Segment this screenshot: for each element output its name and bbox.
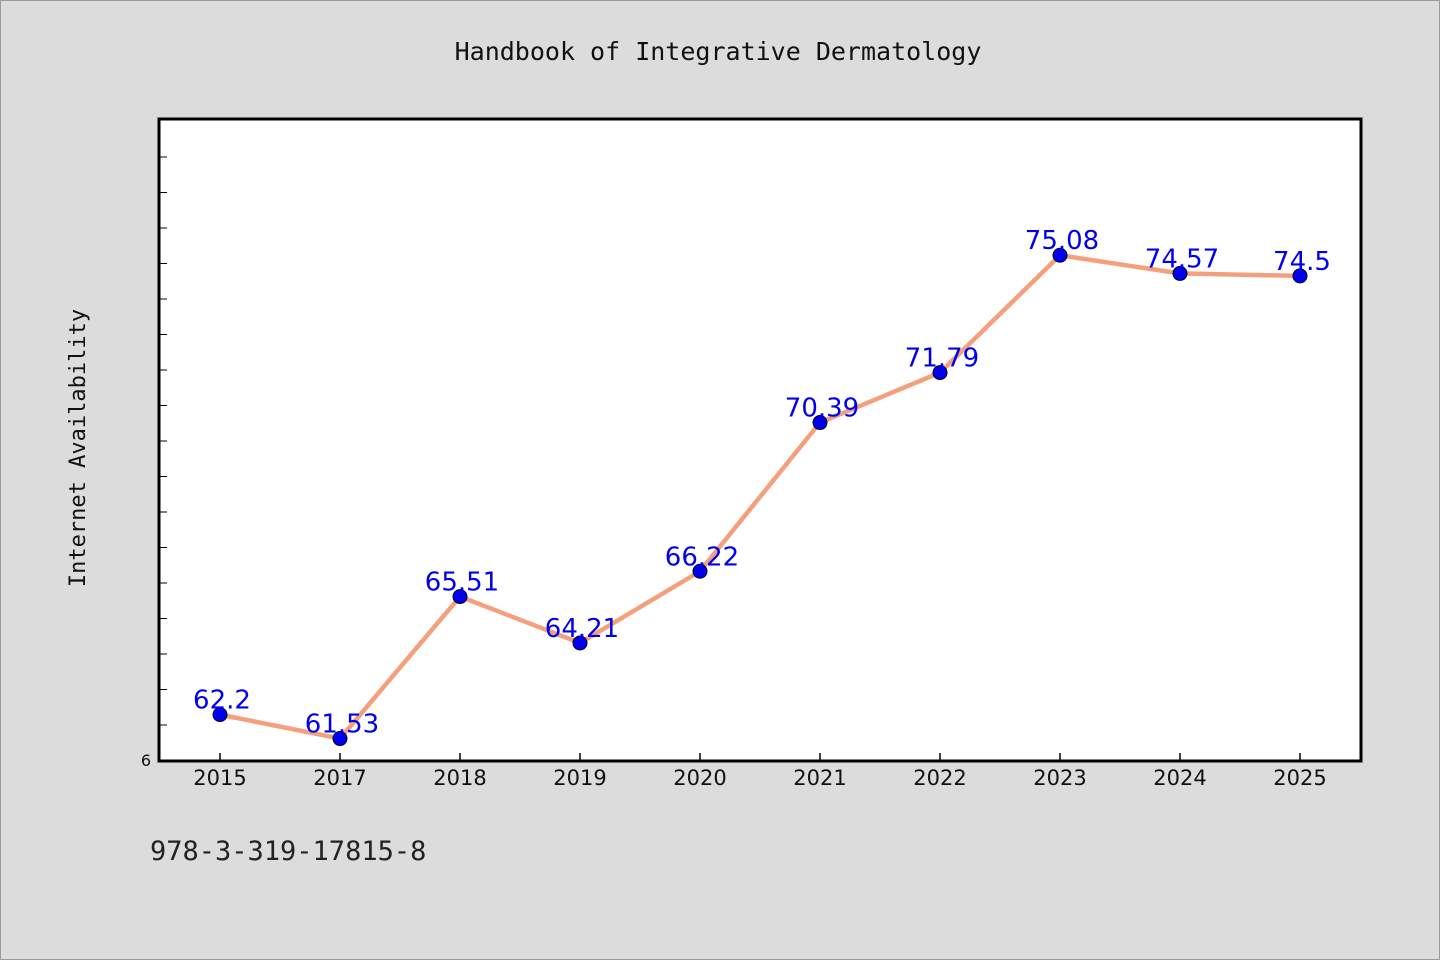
series-layer: 62.2 61.53 65.51 64.21 66.22 70.39 71.79 75.08 7… bbox=[193, 226, 1331, 747]
x-tick-label: 2021 bbox=[793, 766, 846, 790]
x-tick-label: 2025 bbox=[1273, 766, 1326, 790]
x-axis: 2015 2017 2018 2019 2020 2021 2022 2023 2024 2025 bbox=[193, 753, 1327, 790]
x-tick-label: 2022 bbox=[913, 766, 966, 790]
data-point bbox=[932, 365, 948, 381]
y-axis-ticks: 6 bbox=[141, 156, 167, 770]
x-tick-label: 2017 bbox=[313, 766, 366, 790]
data-label: 74.5 bbox=[1273, 247, 1331, 277]
data-label: 61.53 bbox=[305, 710, 379, 740]
chart-title: Handbook of Integrative Dermatology bbox=[455, 37, 982, 66]
data-point bbox=[692, 563, 708, 579]
data-label: 64.21 bbox=[545, 614, 619, 644]
data-point bbox=[1292, 268, 1308, 284]
data-point bbox=[452, 589, 468, 605]
data-point bbox=[812, 415, 828, 431]
x-tick-label: 2024 bbox=[1153, 766, 1206, 790]
x-tick-label: 2023 bbox=[1033, 766, 1086, 790]
isbn-text: 978-3-319-17815-8 bbox=[150, 836, 427, 867]
data-label: 70.39 bbox=[785, 394, 859, 424]
data-point bbox=[1052, 247, 1068, 263]
series-line bbox=[217, 252, 1303, 741]
x-tick-label: 2019 bbox=[553, 766, 606, 790]
data-point bbox=[332, 731, 348, 747]
data-point bbox=[212, 707, 228, 723]
x-tick-label: 2020 bbox=[673, 766, 726, 790]
data-label: 65.51 bbox=[425, 568, 499, 598]
data-point bbox=[1172, 265, 1188, 281]
data-label: 66.22 bbox=[665, 542, 739, 572]
data-label: 62.2 bbox=[193, 686, 251, 716]
data-label: 75.08 bbox=[1025, 226, 1099, 256]
data-point bbox=[572, 635, 588, 651]
data-label: 71.79 bbox=[905, 344, 979, 374]
plot-area bbox=[157, 117, 1363, 763]
y-axis-label: Internet Availability bbox=[66, 309, 91, 587]
data-label: 74.57 bbox=[1145, 244, 1219, 274]
x-tick-label: 2018 bbox=[433, 766, 486, 790]
x-tick-label: 2015 bbox=[193, 766, 246, 790]
y-tick-label: 6 bbox=[141, 751, 151, 770]
